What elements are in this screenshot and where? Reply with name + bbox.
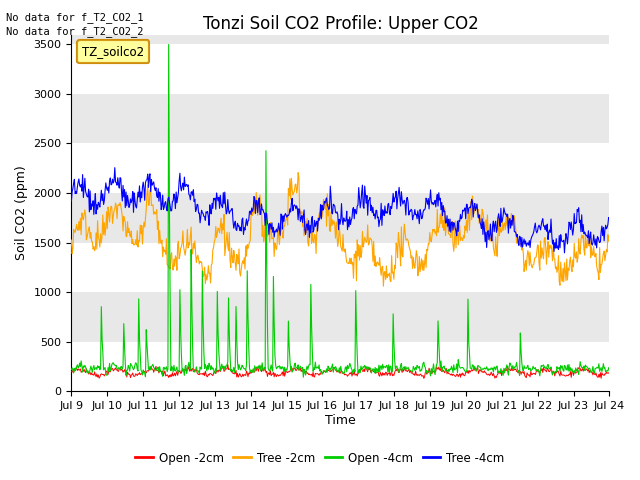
Tree -4cm (68, 198, 76, 204)
Open -4cm (165, 42, 173, 48)
Bar (72, 242, 609, 292)
Tree -2cm (407, 255, 415, 261)
Line: Tree -4cm: Tree -4cm (72, 168, 609, 253)
Legend: TZ_soilco2: TZ_soilco2 (77, 40, 149, 63)
Open -2cm (406, 368, 414, 373)
Open -2cm (605, 370, 613, 375)
Tree -2cm (68, 237, 76, 243)
Tree -2cm (423, 246, 431, 252)
Open -2cm (420, 375, 428, 381)
Tree -2cm (380, 283, 387, 289)
Title: Tonzi Soil CO2 Profile: Upper CO2: Tonzi Soil CO2 Profile: Upper CO2 (202, 15, 478, 33)
Bar (72, 144, 609, 193)
Tree -4cm (77, 182, 85, 188)
Bar (72, 193, 609, 242)
Y-axis label: Soil CO2 (ppm): Soil CO2 (ppm) (15, 166, 28, 260)
Open -4cm (216, 368, 224, 373)
Open -2cm (216, 367, 223, 373)
Tree -4cm (561, 250, 568, 256)
Line: Open -4cm: Open -4cm (72, 45, 609, 377)
Tree -4cm (111, 165, 118, 170)
Tree -2cm (132, 242, 140, 248)
Tree -4cm (216, 192, 224, 198)
Open -4cm (77, 358, 85, 364)
Open -4cm (423, 368, 431, 373)
Tree -4cm (133, 197, 141, 203)
X-axis label: Time: Time (325, 414, 356, 427)
Open -2cm (132, 372, 140, 377)
Text: No data for f_T2_CO2_1: No data for f_T2_CO2_1 (6, 12, 144, 23)
Open -4cm (605, 367, 613, 373)
Bar (72, 342, 609, 391)
Open -2cm (188, 368, 195, 374)
Tree -2cm (216, 230, 223, 236)
Tree -2cm (188, 224, 195, 230)
Open -2cm (224, 361, 232, 367)
Open -2cm (423, 372, 431, 377)
Open -4cm (188, 302, 196, 308)
Open -2cm (77, 369, 85, 375)
Tree -4cm (188, 189, 196, 194)
Text: No data for f_T2_CO2_2: No data for f_T2_CO2_2 (6, 26, 144, 37)
Bar (72, 94, 609, 144)
Tree -4cm (605, 216, 613, 222)
Open -2cm (68, 369, 76, 374)
Tree -2cm (605, 234, 613, 240)
Tree -2cm (294, 170, 302, 176)
Tree -4cm (406, 208, 414, 214)
Open -4cm (300, 374, 307, 380)
Tree -2cm (77, 232, 85, 238)
Tree -4cm (422, 195, 430, 201)
Open -4cm (132, 361, 140, 367)
Open -4cm (407, 368, 415, 374)
Open -4cm (68, 367, 76, 372)
Line: Open -2cm: Open -2cm (72, 364, 609, 378)
Bar (72, 292, 609, 342)
Bar (72, 45, 609, 94)
Legend: Open -2cm, Tree -2cm, Open -4cm, Tree -4cm: Open -2cm, Tree -2cm, Open -4cm, Tree -4… (131, 447, 509, 469)
Line: Tree -2cm: Tree -2cm (72, 173, 609, 286)
